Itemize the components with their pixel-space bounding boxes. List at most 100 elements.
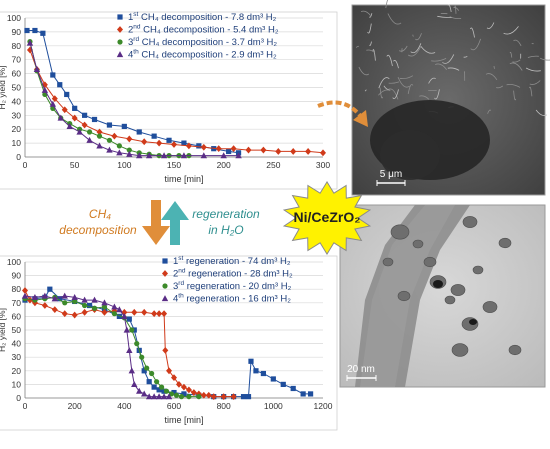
series-2-point	[71, 311, 78, 319]
series-3-point	[116, 143, 122, 149]
x-tick-label: 150	[167, 160, 181, 170]
sem-fiber	[525, 67, 541, 72]
series-2-point	[126, 135, 133, 143]
sem-fiber	[407, 83, 414, 94]
sem-fiber	[428, 77, 436, 84]
sem-fiber	[513, 90, 517, 101]
series-3-point	[134, 341, 140, 347]
series-1-point	[300, 391, 306, 397]
series-1-point	[307, 391, 314, 397]
sem-fiber	[463, 55, 468, 58]
series-2-point	[111, 132, 118, 140]
sem-fiber	[528, 86, 533, 97]
series-1-point	[226, 148, 232, 155]
series-3-point	[129, 327, 135, 333]
y-axis-label: H₂ yield [%]	[0, 66, 7, 110]
sem-fiber	[431, 58, 447, 62]
series-2-point	[156, 139, 163, 147]
sem-fiber	[470, 38, 481, 51]
sem-fiber	[407, 46, 422, 57]
legend-marker-3	[162, 283, 168, 289]
sem-fiber	[368, 13, 373, 18]
series-2-point	[171, 374, 177, 381]
series-1-point	[40, 30, 46, 36]
sem-fiber	[372, 49, 376, 61]
sem-fiber	[398, 45, 408, 52]
tem-particle	[382, 257, 394, 267]
sem-fiber	[386, 54, 393, 67]
series-1-point	[72, 105, 78, 111]
series-4-point	[86, 136, 93, 143]
sem-fiber	[540, 57, 550, 61]
series-2-point	[185, 142, 192, 150]
series-3-point	[139, 354, 145, 360]
sem-fiber	[360, 10, 371, 16]
series-4-point	[33, 66, 41, 73]
series-2-point	[162, 347, 169, 354]
sem-fiber	[420, 45, 436, 54]
x-tick-label: 50	[70, 160, 80, 170]
sem-fiber	[447, 67, 460, 71]
sem-fiber	[387, 13, 402, 25]
x-tick-label: 300	[316, 160, 330, 170]
series-3-point	[82, 302, 88, 309]
series-1-point	[156, 387, 162, 393]
tem-particle	[423, 256, 437, 268]
legend-entry-3: 3rd regeneration - 20 dm³ H₂	[173, 280, 292, 292]
catalyst-label: Ni/CeZrO₂	[294, 209, 361, 225]
legend-entry-2: 2nd regeneration - 28 dm³ H₂	[173, 268, 293, 280]
sem-fiber	[392, 89, 399, 99]
regeneration-arrow	[161, 201, 189, 245]
series-1-point	[181, 140, 187, 146]
series-3-point	[126, 147, 132, 153]
series-4-point	[136, 387, 143, 394]
series-1-point	[280, 381, 286, 387]
series-3-point	[101, 304, 108, 310]
series-2-point	[101, 308, 108, 316]
sem-fiber	[453, 7, 460, 11]
series-1-point	[32, 27, 38, 34]
series-2-point	[156, 310, 163, 318]
sem-fiber	[495, 85, 504, 89]
y-tick-label: 40	[12, 96, 22, 106]
legend-entry-2: 2nd CH₄ decomposition - 5.4 dm³ H₂	[128, 24, 279, 36]
tem-particle	[390, 224, 410, 240]
series-3-point	[173, 392, 180, 398]
sem-fiber	[527, 55, 539, 58]
sem-fiber	[513, 39, 522, 47]
tem-dark-particle	[433, 280, 443, 288]
decomposition-arrow	[142, 200, 170, 245]
sem-fiber	[506, 84, 521, 88]
series-2-point	[26, 296, 33, 304]
sem-fiber	[449, 16, 462, 20]
y-tick-label: 40	[12, 339, 22, 349]
tem-particle	[450, 284, 466, 296]
series-1-point	[181, 391, 187, 397]
sem-fiber	[503, 26, 519, 35]
y-tick-label: 50	[12, 83, 22, 93]
series-4-point	[31, 293, 39, 300]
series-3-point	[168, 391, 175, 397]
sem-fiber	[512, 59, 521, 63]
series-1-point	[290, 385, 296, 392]
tem-particle	[508, 344, 522, 356]
series-2-point	[245, 146, 252, 154]
series-2-point	[230, 393, 237, 401]
series-3-point	[91, 305, 98, 311]
series-2-point	[41, 302, 48, 309]
series-2-point	[81, 308, 88, 316]
series-1-point	[253, 368, 259, 374]
series-2-point	[96, 128, 103, 136]
series-1-point	[196, 143, 202, 149]
tem-particle	[412, 239, 424, 249]
series-4-point	[136, 152, 143, 159]
series-2-point	[260, 146, 267, 154]
legend-entry-3: 3rd CH₄ decomposition - 3.7 dm³ H₂	[128, 36, 277, 48]
tem-micrograph: 20 nm	[339, 204, 546, 388]
y-tick-label: 70	[12, 298, 22, 308]
sem-fiber	[379, 87, 384, 99]
y-tick-label: 70	[12, 55, 22, 65]
series-2-point	[305, 148, 312, 155]
